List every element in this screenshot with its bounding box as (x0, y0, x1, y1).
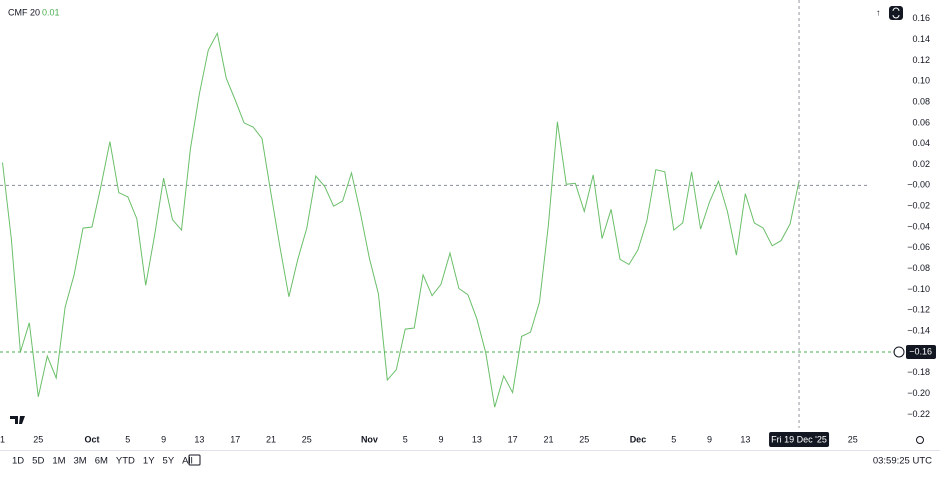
range-button[interactable]: 1D (12, 456, 24, 467)
x-tick-label: 5 (403, 434, 408, 444)
y-tick-label: 0.06 (912, 117, 930, 127)
logo (10, 416, 25, 424)
cmf-line (2, 31, 800, 408)
x-tick-label: 25 (579, 434, 589, 444)
x-tick-label: Dec (630, 434, 647, 444)
y-tick-label: −0.18 (907, 367, 930, 377)
x-tick-label: 17 (508, 434, 518, 444)
x-tick-label: 25 (848, 434, 858, 444)
settings-icon (892, 7, 900, 19)
range-button[interactable]: 1Y (143, 456, 155, 467)
y-tick-label: 0.10 (912, 76, 930, 86)
y-tick-label: −0.06 (907, 242, 930, 252)
y-tick-label: 0.16 (912, 13, 930, 23)
settings-button[interactable] (889, 6, 903, 20)
range-button[interactable]: 1M (52, 456, 65, 467)
y-tick-label: 0.12 (912, 55, 930, 65)
range-button[interactable]: All (182, 456, 193, 467)
x-tick-label: 13 (194, 434, 204, 444)
y-tick-label: −0.20 (907, 388, 930, 398)
settings-gear[interactable] (916, 436, 924, 444)
x-tick-label: 21 (543, 434, 553, 444)
crosshair-y-label: −0.16 (909, 346, 932, 356)
crosshair-x-label: Fri 19 Dec '25 (771, 434, 827, 444)
y-tick-label: −0.12 (907, 305, 930, 315)
x-tick-label: 9 (439, 434, 444, 444)
calendar-icon[interactable] (188, 454, 201, 466)
y-tick-label: −0.22 (907, 409, 930, 419)
x-tick-label: 21 (266, 434, 276, 444)
y-tick-label: −0.02 (907, 201, 930, 211)
x-tick-label: 9 (161, 434, 166, 444)
x-tick-label: 17 (230, 434, 240, 444)
crosshair-plus[interactable] (893, 346, 905, 358)
indicator-value: 0.01 (42, 7, 60, 17)
y-tick-label: 0.02 (912, 159, 930, 169)
y-tick-label: 0.14 (912, 34, 930, 44)
y-tick-label: 0.04 (912, 138, 930, 148)
x-tick-label: Nov (361, 434, 378, 444)
x-tick-label: 5 (125, 434, 130, 444)
crosshair-x-box (769, 432, 830, 447)
x-tick-label: 13 (740, 434, 750, 444)
y-tick-label: 0.08 (912, 96, 930, 106)
range-button[interactable]: 6M (95, 456, 108, 467)
y-tick-label: −0.08 (907, 263, 930, 273)
y-tick-label: −0.10 (907, 284, 930, 294)
x-tick-label: 13 (472, 434, 482, 444)
x-tick-label: 25 (33, 434, 43, 444)
x-tick-label: 1 (0, 434, 5, 444)
last-value-label: −0.00 (907, 180, 930, 190)
range-button[interactable]: 5D (32, 456, 44, 467)
arrow-icon[interactable]: ↑ (876, 7, 881, 17)
range-button[interactable]: YTD (116, 456, 135, 467)
clock: 03:59:25 UTC (873, 456, 932, 467)
x-tick-label: 9 (707, 434, 712, 444)
y-tick-label: −0.04 (907, 221, 930, 231)
x-tick-label: 5 (671, 434, 676, 444)
x-tick-label: 25 (302, 434, 312, 444)
crosshair-y-box (906, 344, 936, 359)
range-button[interactable]: 5Y (163, 456, 175, 467)
y-tick-label: −0.14 (907, 326, 930, 336)
x-tick-label: Oct (84, 434, 99, 444)
range-button[interactable]: 3M (74, 456, 87, 467)
indicator-name: CMF 20 (8, 7, 40, 17)
